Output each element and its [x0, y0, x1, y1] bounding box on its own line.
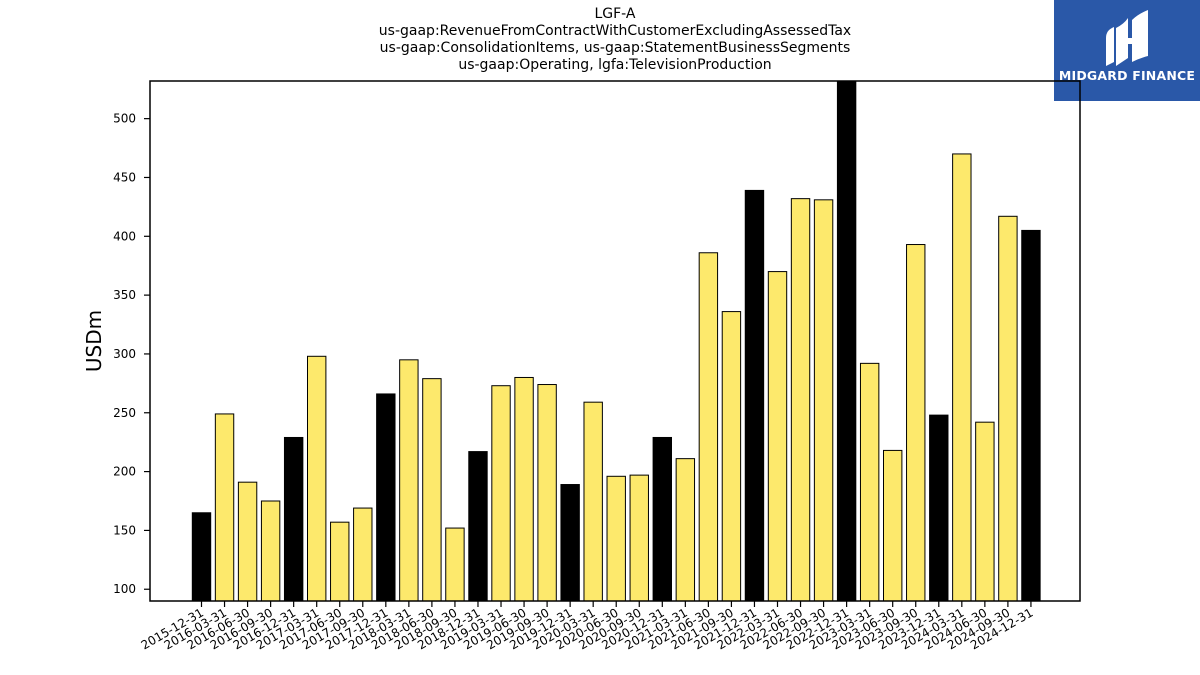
chart-title-line-2: us-gaap:RevenueFromContractWithCustomerE… [378, 23, 852, 39]
bars-group [191, 80, 1041, 602]
bar-2019-12-31 [560, 484, 580, 602]
midgard-finance-logo: MIDGARD FINANCE [1054, 0, 1200, 101]
bar-2018-09-30 [445, 527, 465, 602]
bar-2024-12-31 [1021, 229, 1041, 602]
y-tick-label: 300 [113, 347, 136, 361]
bar-2015-12-31 [191, 512, 212, 602]
bar-2022-09-30 [813, 199, 834, 602]
bar-2022-03-31 [767, 271, 788, 602]
bar-2024-06-30 [975, 421, 995, 602]
y-axis-label: USDm [82, 310, 106, 372]
bar-2023-09-30 [906, 244, 926, 602]
bar-2019-03-31 [491, 385, 511, 602]
bar-2018-12-31 [468, 451, 488, 602]
y-tick-label: 150 [113, 523, 136, 537]
y-tick-label: 500 [113, 112, 136, 126]
bar-2021-12-31 [744, 189, 765, 602]
bar-2021-09-30 [721, 311, 742, 602]
bar-2020-12-31 [652, 436, 672, 602]
y-tick-label: 450 [113, 170, 136, 184]
bar-2018-06-30 [422, 378, 442, 602]
bar-2024-09-30 [998, 215, 1018, 602]
bar-2017-12-31 [376, 393, 396, 602]
bar-2023-06-30 [883, 449, 903, 602]
bar-2018-03-31 [399, 359, 419, 602]
bar-2020-09-30 [629, 474, 649, 602]
bar-2017-09-30 [353, 507, 373, 602]
midgard-logo-icon [1106, 10, 1148, 66]
bar-2016-09-30 [260, 500, 281, 602]
bar-2016-12-31 [283, 436, 304, 602]
bar-2023-03-31 [859, 362, 880, 602]
bar-2021-06-30 [698, 252, 719, 602]
bar-2019-09-30 [537, 384, 557, 602]
bar-2022-12-31 [836, 80, 857, 602]
plot-frame [149, 80, 1081, 602]
y-tick-label: 200 [113, 465, 136, 479]
bar-2022-06-30 [790, 198, 811, 602]
bar-2020-03-31 [583, 401, 603, 602]
y-tick-label: 350 [113, 288, 136, 302]
bar-2023-12-31 [929, 414, 949, 602]
chart-title-line-4: us-gaap:Operating, lgfa:TelevisionProduc… [458, 57, 772, 73]
y-tick-label: 250 [113, 406, 136, 420]
bar-2017-06-30 [330, 521, 350, 602]
y-tick-label: 400 [113, 229, 136, 243]
chart-title-line-3: us-gaap:ConsolidationItems, us-gaap:Stat… [379, 40, 851, 56]
bar-2020-06-30 [606, 475, 626, 602]
bar-2019-06-30 [514, 376, 534, 602]
bar-2017-03-31 [307, 355, 327, 602]
x-axis-ticks: 2015-12-312016-03-312016-06-302016-09-30… [139, 601, 1035, 652]
chart-title-line-1: LGF-A [594, 6, 636, 22]
logo-text: MIDGARD FINANCE [1058, 68, 1196, 83]
bar-2024-03-31 [952, 153, 972, 602]
chart-title-block: LGF-A us-gaap:RevenueFromContractWithCus… [150, 6, 1080, 74]
y-tick-label: 100 [113, 582, 136, 596]
bar-2016-06-30 [237, 481, 258, 602]
bar-2021-03-31 [675, 458, 696, 602]
y-axis-ticks: 100 150 200 250 300 350 400 450 500 [113, 112, 150, 596]
bar-2016-03-31 [214, 413, 235, 602]
